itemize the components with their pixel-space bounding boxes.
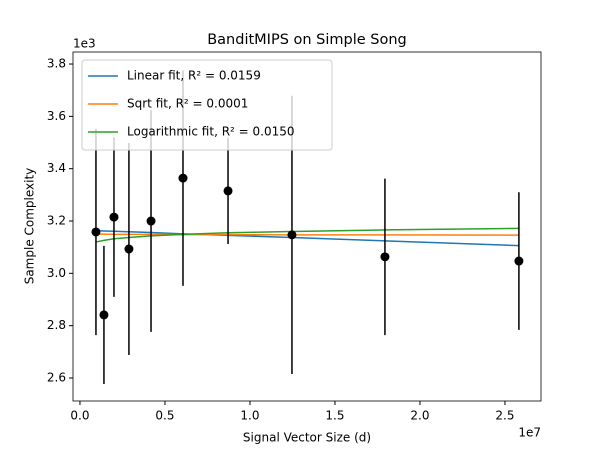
y-axis-label: Sample Complexity (23, 168, 37, 285)
x-axis-label: Signal Vector Size (d) (243, 431, 371, 445)
y-offset: 1e3 (73, 37, 96, 51)
y-tick-label: 2.8 (47, 318, 66, 332)
x-tick-label: 1.5 (325, 409, 344, 423)
y-tick-label: 3.0 (47, 266, 66, 280)
data-point (223, 186, 233, 196)
y-tick-label: 3.2 (47, 214, 66, 228)
data-point (380, 252, 390, 262)
legend-label: Linear fit, R² = 0.0159 (127, 69, 261, 83)
legend-box (81, 59, 333, 151)
x-tick-label: 0.5 (155, 409, 174, 423)
data-point (514, 256, 524, 266)
x-offset: 1e7 (518, 426, 541, 440)
x-tick-label: 2.5 (495, 409, 514, 423)
data-point (178, 173, 188, 183)
data-point (124, 244, 134, 254)
data-point (99, 310, 109, 320)
legend-label: Sqrt fit, R² = 0.0001 (127, 97, 248, 111)
x-tick-label: 1.0 (240, 409, 259, 423)
plot-frame (72, 51, 542, 402)
x-tick-label: 0.0 (70, 409, 89, 423)
data-point (91, 227, 101, 237)
y-tick-label: 3.6 (47, 109, 66, 123)
data-point (287, 230, 297, 240)
y-tick-label: 3.8 (47, 57, 66, 71)
chart-title: BanditMIPS on Simple Song (207, 32, 407, 48)
x-tick-label: 2.0 (410, 409, 429, 423)
fit-line (95, 227, 519, 243)
data-point (146, 216, 156, 226)
y-tick-label: 3.4 (47, 161, 66, 175)
legend-label: Logarithmic fit, R² = 0.0150 (127, 125, 295, 139)
fit-line (95, 229, 519, 247)
data-point (109, 212, 119, 222)
y-tick-label: 2.6 (47, 370, 66, 384)
